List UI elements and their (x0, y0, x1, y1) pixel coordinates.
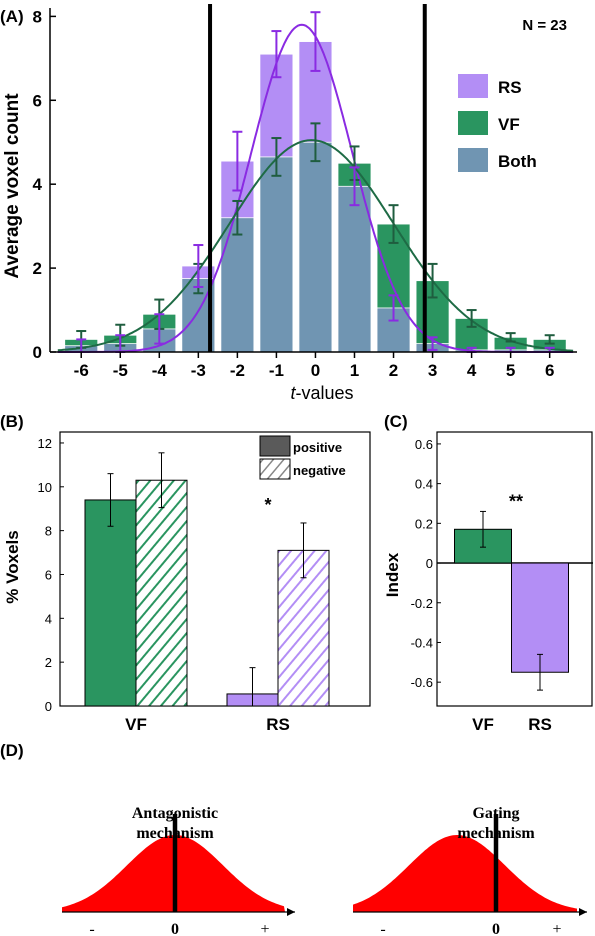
panel-c-label: (C) (384, 412, 408, 431)
y-tick-label: 2 (33, 259, 42, 278)
y-tick-label: 0.4 (415, 477, 433, 492)
legend-swatch-positive (259, 435, 291, 457)
x-tick-label: -3 (191, 361, 206, 380)
y-tick-label: 0.2 (415, 516, 433, 531)
panel-a-xlabel-rest: -values (295, 383, 353, 403)
bar-positive-vf (84, 499, 137, 707)
y-tick-label: -0.2 (411, 596, 433, 611)
panel-d: (D) Antagonistic mechanism - 0 + Gating mechan… (0, 741, 587, 936)
y-tick-label: 4 (45, 611, 52, 626)
y-tick-label: 0 (33, 343, 42, 362)
x-tick-label: 0 (311, 361, 320, 380)
d-x-label: + (552, 921, 561, 936)
legend-label-negative: negative (293, 463, 346, 478)
legend-label-both: Both (498, 152, 537, 171)
legend-swatch-both (458, 148, 488, 172)
d-x-label: 0 (492, 921, 500, 936)
x-tick-label: 4 (467, 361, 477, 380)
legend-swatch-vf (458, 111, 488, 135)
panel-b-ylabel: % Voxels (3, 530, 22, 603)
y-tick-label: 0 (45, 699, 52, 714)
y-tick-label: 0.6 (415, 437, 433, 452)
x-category-label: RS (528, 715, 552, 734)
x-category-label: VF (125, 715, 147, 734)
x-tick-label: 5 (506, 361, 515, 380)
legend-label-vf: VF (498, 115, 520, 134)
bar-negative-vf (135, 479, 188, 707)
x-tick-label: -6 (74, 361, 89, 380)
y-tick-label: 8 (45, 524, 52, 539)
x-category-label: RS (266, 715, 290, 734)
d-x-label: - (89, 921, 94, 936)
mechanism-title-line2: mechanism (136, 825, 214, 842)
panel-a-xlabel-italic: t (290, 383, 296, 403)
d-x-label: + (260, 921, 269, 936)
y-tick-label: 10 (38, 480, 52, 495)
y-tick-label: 12 (38, 436, 52, 451)
x-tick-label: 3 (428, 361, 437, 380)
panel-a-label: (A) (0, 7, 24, 26)
arrow-icon (287, 908, 295, 916)
x-tick-label: -2 (230, 361, 245, 380)
bell-curve-gating (353, 835, 577, 912)
panel-b: (B) % Voxels VF RS * 0 2 4 6 8 10 12 positive negat… (0, 412, 371, 734)
panel-b-label: (B) (0, 412, 24, 431)
x-tick-label: -4 (152, 361, 168, 380)
panel-d-label: (D) (0, 741, 24, 760)
y-tick-label: -0.6 (411, 675, 433, 690)
x-tick-label: 2 (389, 361, 398, 380)
y-tick-label: 6 (33, 91, 42, 110)
legend-label-positive: positive (293, 440, 342, 455)
x-tick-label: -5 (113, 361, 128, 380)
y-tick-label: 2 (45, 655, 52, 670)
bar-both (259, 156, 294, 353)
y-tick-label: 0 (426, 556, 433, 571)
panel-a: (A) Average voxel count N = 23 t-values … (0, 4, 577, 403)
legend-swatch-rs (458, 74, 488, 98)
y-tick-label: -0.4 (411, 635, 433, 650)
mechanism-title-line2: mechanism (457, 825, 535, 842)
x-tick-label: 6 (545, 361, 554, 380)
legend-label-rs: RS (498, 78, 522, 97)
panel-c-ylabel: Index (383, 552, 402, 597)
x-tick-label: 1 (350, 361, 359, 380)
significance-marker: * (264, 495, 271, 515)
panel-c: (C) Index VF RS ** -0.6 -0.4 -0.2 0 0.2 0.4 0.6 (383, 412, 593, 734)
arrow-icon (579, 908, 587, 916)
panel-a-n-annotation: N = 23 (522, 17, 567, 34)
x-tick-label: -1 (269, 361, 284, 380)
x-category-label: VF (472, 715, 494, 734)
mechanism-title-line1: Gating (472, 805, 519, 822)
panel-a-ylabel: Average voxel count (2, 93, 23, 279)
plot-frame (59, 431, 371, 707)
mechanism-title-line1: Antagonistic (132, 805, 218, 822)
y-tick-label: 8 (33, 7, 42, 26)
y-tick-label: 4 (33, 175, 43, 194)
significance-marker: ** (509, 491, 523, 511)
bar-both (298, 141, 333, 353)
y-tick-label: 6 (45, 567, 52, 582)
bar-both (220, 217, 255, 353)
plot-frame (436, 431, 593, 707)
legend-swatch-negative (259, 458, 291, 480)
bar-both (337, 185, 372, 353)
d-x-label: 0 (171, 921, 179, 936)
panel-a-xlabel: t-values (290, 383, 353, 403)
d-x-label: - (380, 921, 385, 936)
